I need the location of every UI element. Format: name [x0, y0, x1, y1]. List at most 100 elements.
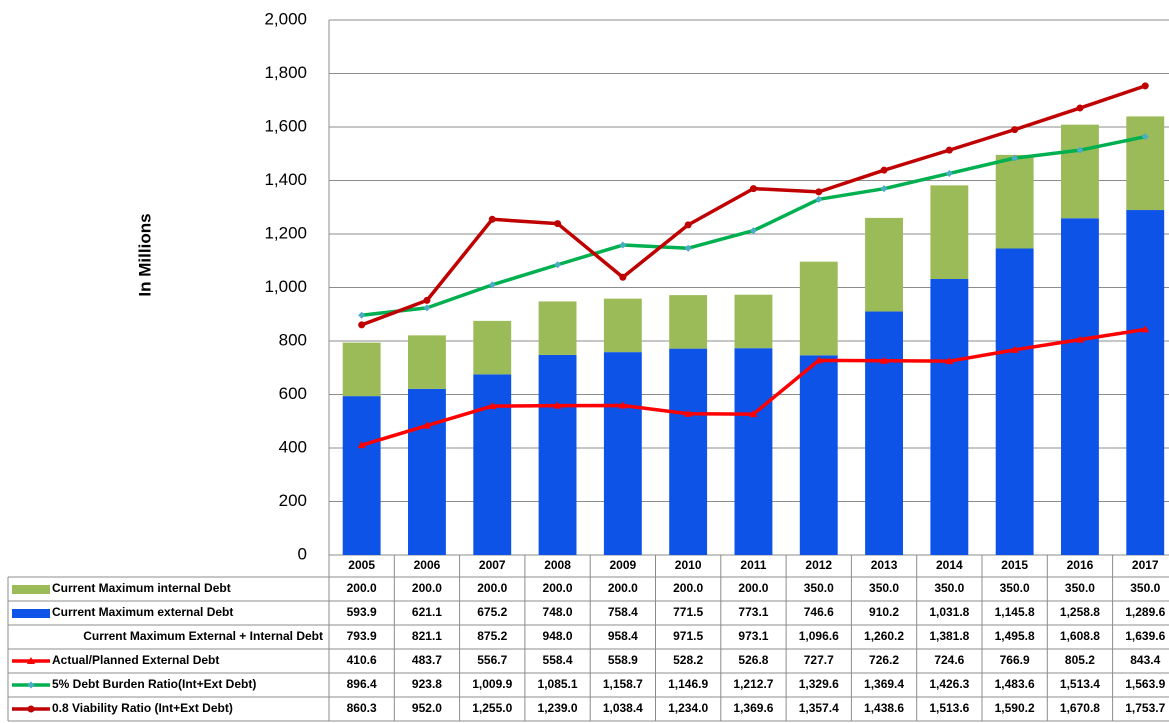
marker: [1141, 82, 1149, 90]
marker: [880, 356, 889, 364]
table-cell: 843.4: [1130, 653, 1160, 667]
y-tick-label: 600: [279, 384, 307, 403]
marker: [945, 169, 953, 177]
table-cell: 1,438.6: [864, 701, 904, 715]
table-cell: 350.0: [1065, 581, 1095, 595]
table-cell: 1,146.9: [668, 677, 708, 691]
table-cell: 1,639.6: [1125, 629, 1165, 643]
bar: [342, 342, 381, 397]
table-cell: 556.7: [477, 653, 507, 667]
bar: [995, 248, 1034, 555]
table-header: 2007: [479, 558, 506, 572]
y-tick-label: 1,000: [264, 277, 307, 296]
marker: [1075, 335, 1084, 343]
table-cell: 1,563.9: [1125, 677, 1165, 691]
legend-label: 0.8 Viability Ratio (Int+Ext Debt): [52, 701, 233, 715]
table-cell: 726.2: [869, 653, 899, 667]
table-cell: 200.0: [543, 581, 573, 595]
marker: [945, 146, 953, 154]
marker: [554, 220, 562, 228]
marker: [618, 401, 627, 409]
marker: [1011, 126, 1019, 134]
table-cell: 724.6: [934, 653, 964, 667]
table-header: 2012: [805, 558, 832, 572]
table-cell: 350.0: [1130, 581, 1160, 595]
table-cell: 1,289.6: [1125, 605, 1165, 619]
table-cell: 1,085.1: [538, 677, 578, 691]
table-header: 2013: [871, 558, 898, 572]
marker: [749, 227, 757, 235]
table-header: 2006: [414, 558, 441, 572]
table-cell: 1,670.8: [1060, 701, 1100, 715]
bar: [603, 298, 642, 353]
legend-label: Current Maximum External + Internal Debt: [83, 629, 323, 643]
marker: [358, 311, 366, 319]
table-cell: 1,038.4: [603, 701, 643, 715]
table-header: 2016: [1067, 558, 1094, 572]
table-cell: 821.1: [412, 629, 442, 643]
bar: [603, 352, 642, 555]
table-cell: 200.0: [738, 581, 768, 595]
table-header: 2015: [1001, 558, 1028, 572]
bar: [734, 348, 773, 555]
y-axis-label: In Millions: [135, 213, 154, 296]
bar: [669, 295, 708, 349]
marker: [684, 221, 692, 229]
marker: [749, 185, 757, 193]
table-cell: 200.0: [412, 581, 442, 595]
table-cell: 1,258.8: [1060, 605, 1100, 619]
y-tick-label: 1,200: [264, 223, 307, 242]
bar: [1126, 116, 1165, 211]
y-tick-label: 200: [279, 491, 307, 510]
marker: [1011, 154, 1019, 162]
marker: [554, 261, 562, 269]
table-cell: 1,009.9: [472, 677, 512, 691]
table-cell: 1,590.2: [995, 701, 1035, 715]
table-header: 2010: [675, 558, 702, 572]
table-cell: 483.7: [412, 653, 442, 667]
y-tick-label: 1,400: [264, 170, 307, 189]
table-cell: 923.8: [412, 677, 442, 691]
marker: [488, 402, 497, 410]
table-cell: 200.0: [347, 581, 377, 595]
table-cell: 1,145.8: [995, 605, 1035, 619]
bar: [930, 185, 969, 279]
table-cell: 350.0: [869, 581, 899, 595]
bar: [408, 335, 446, 389]
table-cell: 200.0: [673, 581, 703, 595]
table-cell: 1,369.6: [733, 701, 773, 715]
table-cell: 805.2: [1065, 653, 1095, 667]
table-cell: 952.0: [412, 701, 442, 715]
table-cell: 1,381.8: [929, 629, 969, 643]
table-cell: 350.0: [934, 581, 964, 595]
table-cell: 793.9: [347, 629, 377, 643]
bar: [473, 374, 512, 555]
bar: [799, 261, 838, 356]
marker: [357, 441, 366, 449]
table-cell: 910.2: [869, 605, 899, 619]
table-cell: 1,031.8: [929, 605, 969, 619]
table-cell: 1,426.3: [929, 677, 969, 691]
table-header: 2017: [1132, 558, 1159, 572]
bar: [473, 320, 512, 375]
marker: [1076, 104, 1084, 112]
table-cell: 350.0: [804, 581, 834, 595]
table-cell: 1,096.6: [799, 629, 839, 643]
y-tick-label: 1,800: [264, 63, 307, 82]
table-cell: 1,513.4: [1060, 677, 1100, 691]
legend-key: [12, 609, 50, 618]
marker: [814, 356, 823, 364]
table-header: 2014: [936, 558, 963, 572]
table-cell: 200.0: [477, 581, 507, 595]
table-cell: 1,158.7: [603, 677, 643, 691]
marker: [1076, 146, 1084, 154]
table-cell: 896.4: [347, 677, 377, 691]
table-cell: 1,329.6: [799, 677, 839, 691]
marker: [684, 244, 692, 252]
bar: [669, 348, 708, 555]
table-cell: 526.8: [738, 653, 768, 667]
bar: [799, 355, 838, 555]
table-cell: 350.0: [1000, 581, 1030, 595]
y-tick-label: 800: [279, 330, 307, 349]
